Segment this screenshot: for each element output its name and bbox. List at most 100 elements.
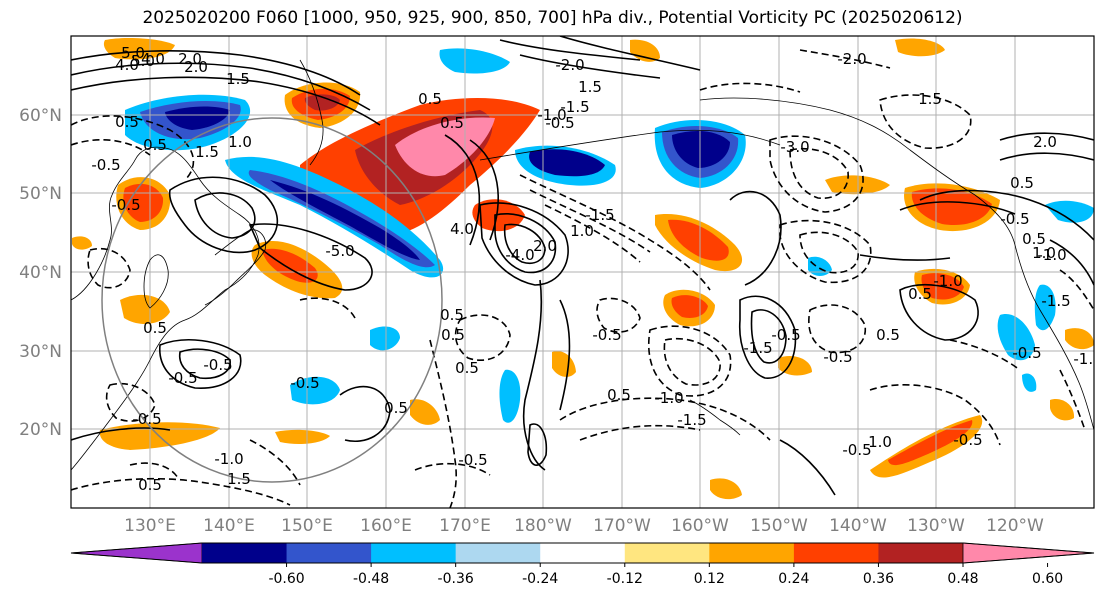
contour-negative [544, 204, 641, 263]
contour-negative [799, 231, 859, 274]
lon-label: 130°W [907, 516, 965, 536]
contour-negative [789, 148, 849, 199]
lon-label: 130°E [124, 516, 176, 536]
contour-label: -0.5 [458, 451, 487, 469]
contour-label: -1.0 [933, 272, 962, 290]
contour-label: 1.0 [228, 133, 252, 151]
contour-negative [129, 462, 179, 479]
colorbar-tick-label: -0.60 [268, 571, 304, 587]
shade-negative-patch [370, 326, 400, 351]
shade-negative-patch [290, 376, 340, 405]
lon-label: 120°W [986, 516, 1044, 536]
contour-positive [519, 54, 661, 79]
contour-positive [559, 299, 571, 411]
lat-label: 30°N [19, 342, 62, 362]
contour-negative [87, 248, 131, 289]
shade-positive-patch [72, 236, 92, 250]
contour-negative [414, 462, 491, 476]
colorbar-segment [793, 543, 879, 563]
contour-label: -0.5 [771, 326, 800, 344]
contour-label: 0.5 [1010, 174, 1034, 192]
contour-negative [299, 297, 356, 319]
contour-label: -1.5 [585, 206, 614, 224]
shade-positive-patch [472, 199, 525, 232]
contour-label: 1.5 [227, 470, 251, 488]
contour-negative [579, 424, 701, 441]
shade-positive-patch [304, 94, 340, 111]
colorbar-segment [878, 543, 964, 563]
contour-positive [499, 39, 641, 61]
contour-label: -1.5 [560, 98, 589, 116]
contour-negative [249, 439, 301, 486]
contour-negative [949, 339, 1021, 371]
contour-label: -0.5 [290, 374, 319, 392]
contour-positive [479, 202, 569, 286]
coastline-kamchatka [299, 59, 324, 166]
contour-label: 4.0 [115, 56, 139, 74]
contour-negative [699, 82, 801, 93]
shade-positive-patch [671, 295, 708, 318]
contour-negative [799, 49, 891, 69]
colorbar-outline [70, 542, 1095, 564]
contour-positive [178, 348, 231, 380]
contour-label: 0.5 [441, 326, 465, 344]
contour-negative [1059, 369, 1086, 431]
contour-label: -1.0 [1037, 246, 1066, 264]
contour-label: 1.0 [570, 222, 594, 240]
contour-label: 1.0 [868, 433, 892, 451]
shade-negative-patch [672, 130, 730, 168]
contour-label: 0.5 [384, 399, 408, 417]
lon-label: 150°W [750, 516, 808, 536]
contour-negative [71, 115, 195, 181]
contour-negative [769, 135, 864, 213]
contour-label: 2.0 [533, 237, 557, 255]
shade-positive-patch [552, 351, 576, 377]
lon-label: 160°E [360, 516, 412, 536]
colorbar-tick-label: 0.36 [863, 571, 894, 587]
shade-positive-patch [103, 37, 175, 60]
shade-negative-patch [1034, 284, 1056, 331]
lon-label: 150°E [281, 516, 333, 536]
contour-label: 0.5 [1022, 230, 1046, 248]
shade-negative-patch [808, 256, 832, 276]
contour-label: -0.5 [1000, 210, 1029, 228]
contour-negative [596, 297, 641, 333]
contour-positive [168, 176, 279, 254]
colorbar-tick-label: -0.36 [438, 571, 474, 587]
colorbar-segment [709, 543, 795, 563]
contour-positive [729, 190, 782, 286]
contour-positive [919, 189, 1094, 241]
lon-label: 170°E [439, 516, 491, 536]
contour-label: -0.5 [111, 196, 140, 214]
contour-negative [648, 325, 732, 397]
coastline-hawaii [689, 399, 741, 436]
contour-positive [71, 427, 171, 441]
contour-label: -1.0 [214, 450, 243, 468]
contour-lines-dashed [71, 49, 1094, 508]
contour-positive [469, 139, 499, 241]
shade-positive-patch [1050, 399, 1075, 421]
contour-positive [527, 423, 548, 466]
lon-label: 170°W [593, 516, 651, 536]
shade-positive-patch [262, 248, 318, 283]
colorbar: -0.60 -0.48 -0.36 -0.24 -0.12 0.12 0.24 0.36 0.4… [70, 542, 1095, 587]
contour-label: 0.5 [143, 136, 167, 154]
colorbar-tick-label: -0.12 [607, 571, 643, 587]
coastline-alaska [699, 97, 976, 196]
contour-positive [1049, 239, 1094, 286]
map-title: 2025020200 F060 [1000, 950, 925, 900, 85… [142, 8, 963, 28]
contour-negative [454, 314, 511, 361]
colorbar-segment [286, 543, 372, 563]
contour-label: -0.5 [953, 431, 982, 449]
lat-label: 50°N [19, 184, 62, 204]
contour-label: 2.0 [184, 58, 208, 76]
contour-positive [899, 284, 979, 341]
contour-label: 1.5 [226, 70, 250, 88]
colorbar-segment [455, 543, 541, 563]
contour-negative [779, 219, 872, 284]
shade-positive-patch [410, 399, 440, 425]
contour-negative [1059, 269, 1094, 311]
contour-label: -4.0 [505, 246, 534, 264]
contour-positive [444, 134, 481, 246]
